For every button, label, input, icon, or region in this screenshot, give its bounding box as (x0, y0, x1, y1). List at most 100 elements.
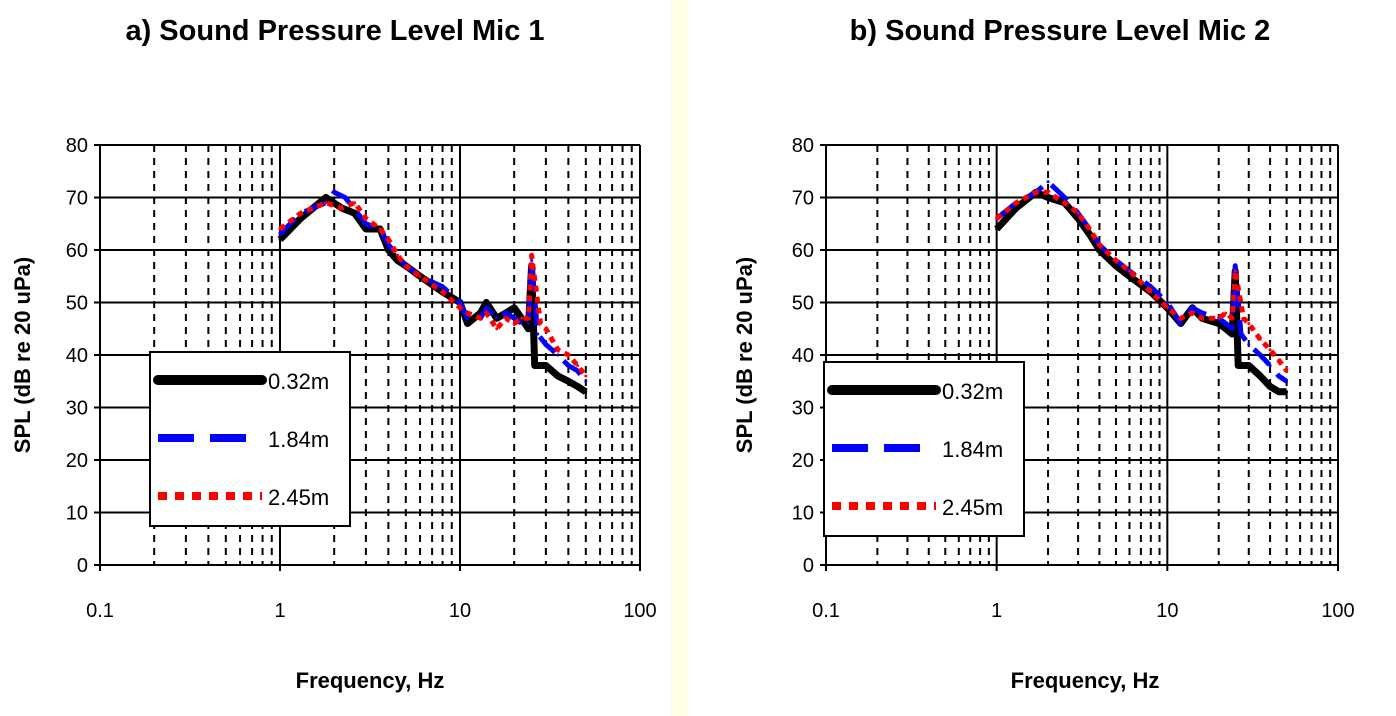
data-point (1034, 190, 1038, 194)
y-tick-label: 80 (66, 135, 88, 157)
data-point (1277, 358, 1281, 362)
x-axis-label: Frequency, Hz (296, 668, 445, 693)
data-point (1239, 332, 1243, 336)
data-point (386, 238, 390, 241)
data-point (324, 201, 328, 205)
data-point (1127, 274, 1131, 278)
data-point (386, 243, 390, 247)
x-tick-label: 100 (1321, 600, 1354, 622)
data-point (1285, 379, 1289, 383)
data-point (1258, 353, 1262, 357)
data-point (504, 316, 508, 320)
data-point (418, 274, 422, 278)
data-point (526, 322, 530, 325)
data-point (324, 196, 328, 199)
y-tick-label: 20 (66, 450, 88, 472)
data-point (299, 211, 303, 215)
data-point (566, 364, 570, 367)
data-point (1046, 180, 1050, 184)
data-point (530, 253, 534, 257)
data-point (1285, 369, 1289, 373)
data-point (340, 206, 344, 210)
data-point (1230, 332, 1234, 336)
data-point (364, 217, 368, 220)
y-tick-label: 40 (792, 345, 814, 367)
data-point (343, 196, 347, 199)
x-tick-label: 10 (449, 600, 471, 622)
x-tick-label: 100 (623, 600, 656, 622)
data-point (536, 332, 540, 336)
data-point (441, 290, 445, 294)
data-point (495, 327, 499, 331)
data-point (1097, 243, 1101, 247)
y-tick-label: 20 (792, 450, 814, 472)
data-point (1179, 322, 1183, 325)
chart-title: a) Sound Pressure Level Mic 1 (125, 15, 544, 47)
data-point (1127, 269, 1131, 273)
data-point (1063, 196, 1067, 199)
data-point (465, 322, 469, 325)
data-point (1014, 201, 1018, 205)
y-tick-label: 10 (66, 503, 88, 525)
data-point (1258, 374, 1262, 378)
data-point (1200, 316, 1204, 320)
y-tick-label: 60 (792, 240, 814, 262)
data-point (1190, 306, 1194, 310)
series-line-0.32m (277, 194, 588, 395)
data-point (353, 211, 357, 215)
legend: 0.32m 1.84m 2.45m (823, 361, 1025, 537)
data-point (1247, 322, 1251, 325)
data-point (1200, 311, 1204, 315)
legend-label: 1.84m (942, 437, 1003, 462)
data-point (396, 253, 400, 257)
data-point (1242, 316, 1246, 320)
data-point (1217, 316, 1221, 320)
data-point (278, 232, 282, 236)
data-point (544, 327, 548, 331)
x-tick-label: 1 (274, 600, 285, 622)
data-point (1179, 316, 1183, 320)
legend: 0.32m 1.84m 2.45m (149, 351, 351, 527)
data-point (378, 227, 382, 231)
data-point (458, 301, 462, 304)
data-point (544, 343, 548, 346)
x-tick-label: 0.1 (86, 600, 114, 622)
data-point (278, 227, 282, 231)
data-point (1014, 206, 1018, 210)
data-point (1165, 306, 1169, 310)
data-point (1114, 264, 1118, 268)
data-point (1224, 327, 1228, 331)
data-point (533, 364, 537, 367)
y-tick-label: 50 (66, 293, 88, 315)
data-point (526, 327, 530, 331)
data-point (504, 311, 508, 315)
data-point (1233, 264, 1237, 268)
data-point (576, 385, 580, 388)
data-point (1088, 232, 1092, 236)
data-point (1046, 190, 1050, 194)
data-point (364, 222, 368, 226)
data-point (566, 379, 570, 383)
data-point (512, 306, 516, 310)
chart-title: b) Sound Pressure Level Mic 2 (850, 15, 1271, 47)
data-point (1165, 301, 1169, 304)
data-point (1236, 364, 1240, 367)
data-point (1149, 290, 1153, 294)
data-point (479, 316, 483, 320)
data-point (441, 285, 445, 289)
legend-label: 0.32m (942, 379, 1003, 404)
y-tick-label: 40 (66, 345, 88, 367)
data-point (404, 264, 408, 268)
data-point (1258, 337, 1262, 341)
data-point (484, 306, 488, 310)
data-point (1149, 285, 1153, 289)
x-tick-label: 0.1 (812, 600, 840, 622)
series-line-2.45m (278, 200, 588, 378)
data-point (364, 227, 368, 231)
data-point (1097, 248, 1101, 252)
data-point (530, 259, 534, 262)
x-tick-label: 1 (991, 600, 1002, 622)
data-point (544, 364, 548, 367)
y-axis-label: SPL (dB re 20 uPa) (732, 257, 757, 453)
data-point (1268, 348, 1272, 352)
